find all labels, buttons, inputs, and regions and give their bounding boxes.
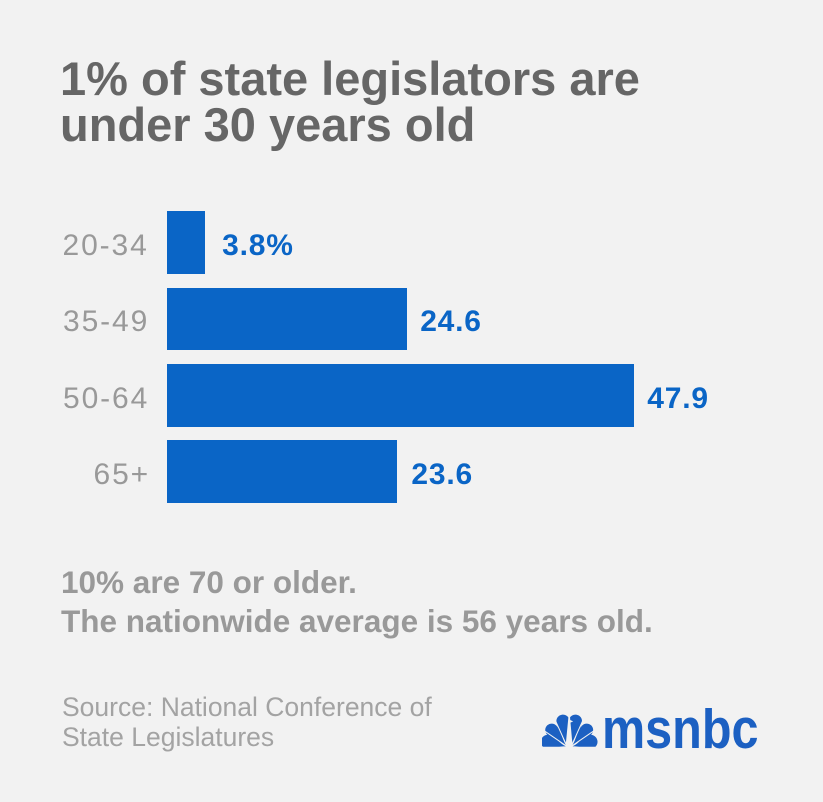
svg-text:msnbc: msnbc xyxy=(602,708,758,750)
